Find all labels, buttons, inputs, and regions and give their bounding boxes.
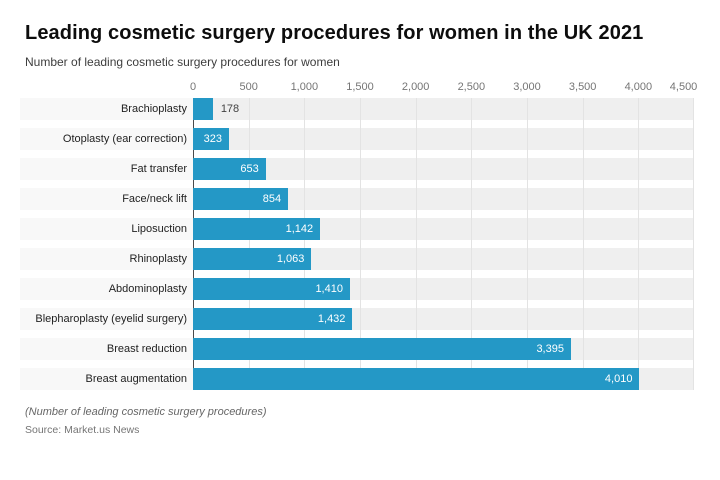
bar-value-label: 178 xyxy=(220,103,240,115)
plot-cell: 1,063 xyxy=(193,248,694,270)
bar: 653 xyxy=(193,158,266,180)
chart-row: Rhinoplasty 1,063 xyxy=(20,248,694,270)
plot-cell: 323 xyxy=(193,128,694,150)
bar: 4,010 xyxy=(193,368,640,390)
bar xyxy=(193,98,213,120)
source-note: Source: Market.us News xyxy=(25,424,140,436)
bar-value-label: 323 xyxy=(203,133,222,145)
chart-row: Breast augmentation 4,010 xyxy=(20,368,694,390)
x-axis-tick-label: 2,500 xyxy=(457,81,486,93)
bar-value-label: 1,410 xyxy=(315,283,343,295)
chart-row: Face/neck lift 854 xyxy=(20,188,694,210)
x-axis: 0 500 1,000 1,500 2,000 2,500 3,000 3,500 4,000 4… xyxy=(20,80,697,96)
chart-subtitle: Number of leading cosmetic surgery proce… xyxy=(25,55,340,69)
bar-value-label: 854 xyxy=(262,193,282,205)
x-axis-tick-label: 4,500 xyxy=(669,81,698,93)
page-title: Leading cosmetic surgery procedures for … xyxy=(25,22,644,44)
chart-row: Brachioplasty 178 xyxy=(20,98,694,120)
bar-value-label: 3,395 xyxy=(536,343,564,355)
category-label: Face/neck lift xyxy=(20,188,193,210)
category-label: Rhinoplasty xyxy=(20,248,193,270)
plot-cell: 653 xyxy=(193,158,694,180)
category-label: Breast augmentation xyxy=(20,368,193,390)
category-label: Abdominoplasty xyxy=(20,278,193,300)
bar-chart: Brachioplasty 178 Otoplasty (ear correctio… xyxy=(20,98,694,390)
x-axis-tick-label: 1,500 xyxy=(346,81,374,93)
bar: 1,142 xyxy=(193,218,321,240)
bar: 1,063 xyxy=(193,248,312,270)
plot-cell: 178 xyxy=(193,98,694,120)
category-label: Fat transfer xyxy=(20,158,193,180)
chart-card: Leading cosmetic surgery procedures for … xyxy=(0,20,720,480)
chart-row: Otoplasty (ear correction) 323 xyxy=(20,128,694,150)
plot-cell: 4,010 xyxy=(193,368,694,390)
plot-cell: 3,395 xyxy=(193,338,694,360)
x-axis-tick-label: 500 xyxy=(239,81,258,93)
plot-cell: 854 xyxy=(193,188,694,210)
bar-value-label: 653 xyxy=(240,163,259,175)
category-label: Blepharoplasty (eyelid surgery) xyxy=(20,308,193,330)
bar-value-label: 1,432 xyxy=(317,313,346,325)
chart-row: Liposuction 1,142 xyxy=(20,218,694,240)
category-label: Brachioplasty xyxy=(20,98,193,120)
chart-row: Breast reduction 3,395 xyxy=(20,338,694,360)
category-label: Otoplasty (ear correction) xyxy=(20,128,193,150)
x-axis-tick-label: 4,000 xyxy=(624,81,653,93)
plot-cell: 1,432 xyxy=(193,308,694,330)
category-label: Liposuction xyxy=(20,218,193,240)
chart-footnote: (Number of leading cosmetic surgery proc… xyxy=(25,406,267,418)
bar-value-label: 4,010 xyxy=(604,373,633,385)
plot-cell: 1,142 xyxy=(193,218,694,240)
x-axis-tick-label: 0 xyxy=(189,81,197,93)
bar-value-label: 1,063 xyxy=(276,253,305,265)
x-axis-tick-label: 1,000 xyxy=(290,81,319,93)
x-axis-tick-label: 2,000 xyxy=(401,81,430,93)
x-axis-tick-label: 3,500 xyxy=(568,81,597,93)
x-axis-tick-label: 3,000 xyxy=(513,81,541,93)
chart-row: Abdominoplasty 1,410 xyxy=(20,278,694,300)
bar: 854 xyxy=(193,188,289,210)
bar: 1,410 xyxy=(193,278,350,300)
bar: 3,395 xyxy=(193,338,571,360)
bar: 1,432 xyxy=(193,308,353,330)
bar: 323 xyxy=(193,128,229,150)
chart-row: Fat transfer 653 xyxy=(20,158,694,180)
plot-cell: 1,410 xyxy=(193,278,694,300)
bar-value-label: 1,142 xyxy=(285,223,314,235)
chart-row: Blepharoplasty (eyelid surgery) 1,432 xyxy=(20,308,694,330)
x-axis-tick-labels: 0 500 1,000 1,500 2,000 2,500 3,000 3,500 4,000 4… xyxy=(189,80,697,96)
category-label: Breast reduction xyxy=(20,338,193,360)
